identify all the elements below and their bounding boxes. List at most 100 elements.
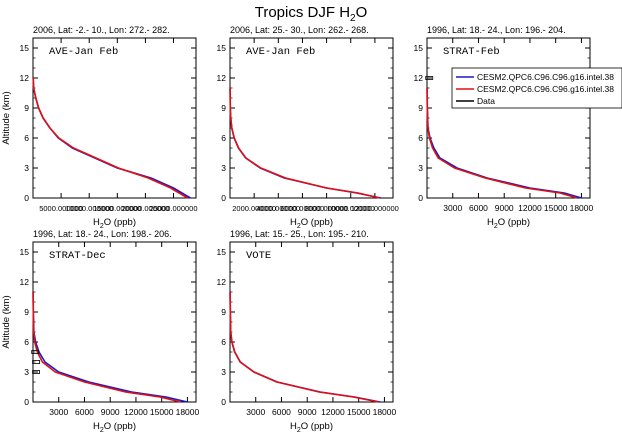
series-line-2 <box>229 291 379 403</box>
panel-2: 2006, Lat: 25.- 30., Lon: 262.- 268. AVE-… <box>217 25 399 230</box>
panel-4: 1996, Lat: 18.- 24., Lon: 198.- 206. STRA… <box>1 229 200 434</box>
y-tick-label: 0 <box>24 397 29 407</box>
legend-label: CESM2.QPC6.C96.C96.g16.intel.38 <box>477 72 614 82</box>
x-axis-label: H2O (ppb) <box>290 217 333 230</box>
y-tick-label: 15 <box>414 43 424 53</box>
x-tick-label: 3000 <box>443 203 462 213</box>
x-tick-label: 9000 <box>495 203 514 213</box>
y-tick-label: 12 <box>414 73 424 83</box>
data-point <box>425 76 434 80</box>
plot-frame <box>229 241 394 403</box>
series-line-2 <box>32 77 189 199</box>
data-point <box>31 350 40 354</box>
y-tick-label: 6 <box>418 133 423 143</box>
x-tick-label: 25000.000000 <box>150 204 198 213</box>
y-tick-label: 15 <box>217 43 227 53</box>
panel-header: 1996, Lat: 18.- 24., Lon: 198.- 206. <box>33 229 172 239</box>
panel-label: STRAT-Dec <box>49 250 106 262</box>
y-tick-label: 9 <box>24 307 29 317</box>
x-tick-label: 6000.000000 <box>281 204 325 213</box>
panel-label: VOTE <box>246 250 271 262</box>
x-tick-label: 15000 <box>544 203 568 213</box>
x-tick-label: 20000.000000 <box>121 204 169 213</box>
y-tick-label: 12 <box>217 73 227 83</box>
x-tick-label: 9000 <box>101 407 120 417</box>
panel-header: 1996, Lat: 15.- 25., Lon: 195.- 210. <box>230 229 369 239</box>
x-tick-label: 18000 <box>176 407 200 417</box>
series-line-1 <box>229 87 382 199</box>
series-line-1 <box>32 291 188 403</box>
series-line-2 <box>32 291 181 403</box>
y-tick-label: 6 <box>24 337 29 347</box>
y-tick-label: 3 <box>418 163 423 173</box>
x-tick-label: 5000.000000 <box>39 204 83 213</box>
y-tick-label: 0 <box>221 193 226 203</box>
panel-label: STRAT-Feb <box>443 46 500 58</box>
y-tick-label: 9 <box>418 103 423 113</box>
x-tick-label: 15000 <box>347 407 371 417</box>
y-tick-label: 3 <box>221 163 226 173</box>
x-tick-label: 2000.000000 <box>232 204 276 213</box>
panel-header: 2006, Lat: 25.- 30., Lon: 262.- 268. <box>230 25 369 35</box>
y-tick-label: 15 <box>20 43 30 53</box>
y-tick-label: 12 <box>217 277 227 287</box>
x-tick-label: 6000 <box>75 407 94 417</box>
x-tick-label: 18000 <box>373 407 397 417</box>
data-point <box>32 370 40 374</box>
x-axis-label: H2O (ppb) <box>93 217 136 230</box>
y-tick-label: 0 <box>221 397 226 407</box>
panel-label: AVE-Jan Feb <box>246 46 315 58</box>
panel-3: 1996, Lat: 18.- 24., Lon: 196.- 204. STRA… <box>414 25 594 230</box>
plot-frame <box>426 37 591 199</box>
panel-label: AVE-Jan Feb <box>49 46 118 58</box>
series-line-1 <box>32 77 191 199</box>
x-tick-label: 12000 <box>518 203 542 213</box>
panel-5: 1996, Lat: 15.- 25., Lon: 195.- 210. VOTE… <box>217 229 397 434</box>
y-tick-label: 15 <box>20 247 30 257</box>
y-tick-label: 3 <box>221 367 226 377</box>
series-line-2 <box>426 87 578 199</box>
x-tick-label: 3000 <box>246 407 265 417</box>
x-tick-label: 12000.000000 <box>351 204 399 213</box>
x-tick-label: 10000.000000 <box>327 204 375 213</box>
legend: CESM2.QPC6.C96.C96.g16.intel.38 CESM2.QPC… <box>451 67 622 109</box>
series-line-1 <box>229 291 381 403</box>
plot-frame <box>229 37 394 199</box>
x-tick-label: 12000 <box>124 407 148 417</box>
y-tick-label: 6 <box>221 337 226 347</box>
x-tick-label: 3000 <box>49 407 68 417</box>
y-axis-label: Altitude (km) <box>1 91 12 144</box>
x-axis-label: H2O (ppb) <box>93 421 136 434</box>
legend-box <box>451 67 622 109</box>
x-tick-label: 8000.000000 <box>305 204 349 213</box>
data-point <box>32 360 40 364</box>
x-tick-label: 6000 <box>469 203 488 213</box>
x-axis-label: H2O (ppb) <box>487 217 530 230</box>
panel-header: 1996, Lat: 18.- 24., Lon: 196.- 204. <box>427 25 566 35</box>
y-tick-label: 9 <box>221 307 226 317</box>
x-tick-label: 6000 <box>272 407 291 417</box>
plot-frame <box>32 241 197 403</box>
x-tick-label: 18000 <box>570 203 594 213</box>
x-tick-label: 12000 <box>321 407 345 417</box>
legend-label: Data <box>477 96 495 106</box>
panel-1: 2006, Lat: -2.- 10., Lon: 272.- 282. AVE-… <box>1 25 198 230</box>
y-tick-label: 15 <box>217 247 227 257</box>
y-tick-label: 12 <box>20 277 30 287</box>
y-tick-label: 12 <box>20 73 30 83</box>
y-tick-label: 6 <box>24 133 29 143</box>
y-tick-label: 0 <box>418 193 423 203</box>
y-tick-label: 6 <box>221 133 226 143</box>
x-tick-label: 9000 <box>298 407 317 417</box>
x-tick-label: 15000 <box>150 407 174 417</box>
y-tick-label: 3 <box>24 367 29 377</box>
y-tick-label: 9 <box>24 103 29 113</box>
legend-label: CESM2.QPC6.C96.C96.g16.intel.38 <box>477 84 614 94</box>
x-axis-label: H2O (ppb) <box>290 421 333 434</box>
y-tick-label: 3 <box>24 163 29 173</box>
y-tick-label: 9 <box>221 103 226 113</box>
y-tick-label: 0 <box>24 193 29 203</box>
panels: 2006, Lat: -2.- 10., Lon: 272.- 282. AVE-… <box>1 25 594 434</box>
x-tick-label: 10000.000000 <box>65 204 113 213</box>
